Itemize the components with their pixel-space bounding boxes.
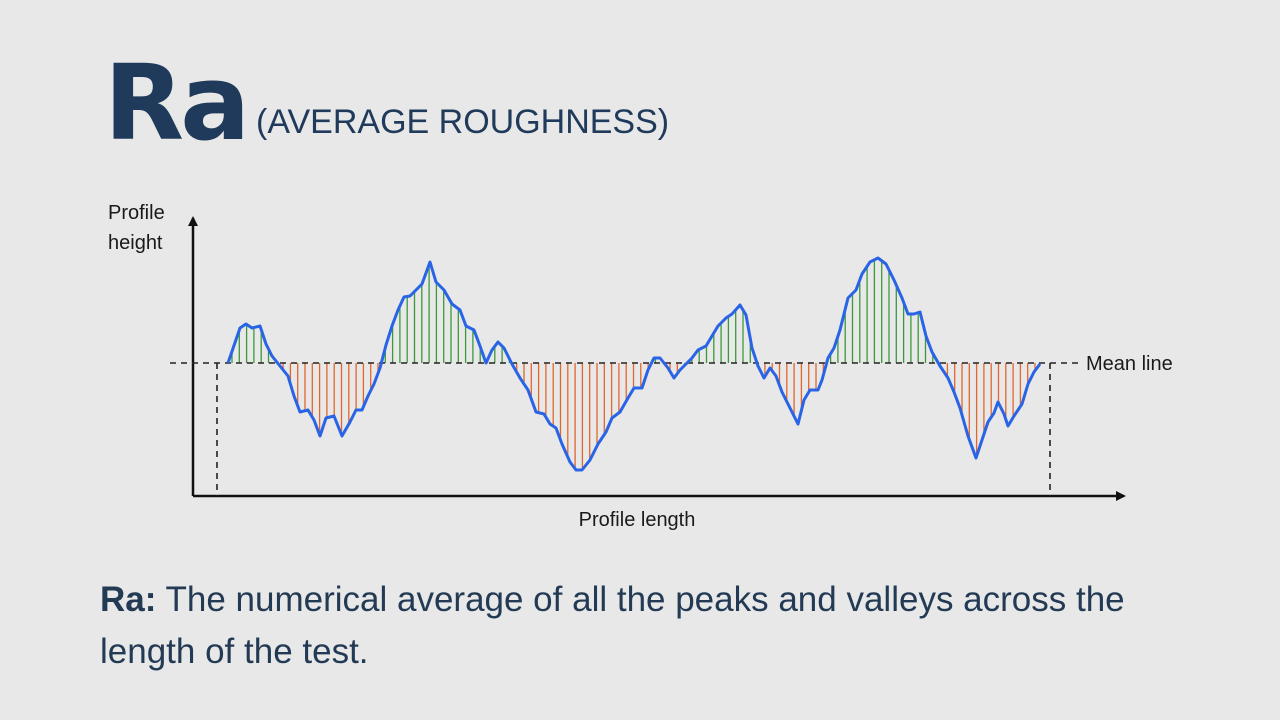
x-axis-label: Profile length xyxy=(579,509,696,531)
area-hatching xyxy=(231,259,1036,470)
description-term: Ra: xyxy=(100,580,157,619)
y-axis-label-line2: height xyxy=(108,232,163,254)
mean-line-label: Mean line xyxy=(1086,353,1173,375)
profile-curve xyxy=(226,256,1042,472)
description-text: The numerical average of all the peaks a… xyxy=(100,580,1125,671)
title-subtitle: (AVERAGE ROUGHNESS) xyxy=(256,103,670,141)
y-axis-label-line1: Profile xyxy=(108,202,165,224)
title-ra: Ra xyxy=(104,42,250,164)
description: Ra: The numerical average of all the pea… xyxy=(100,574,1140,678)
